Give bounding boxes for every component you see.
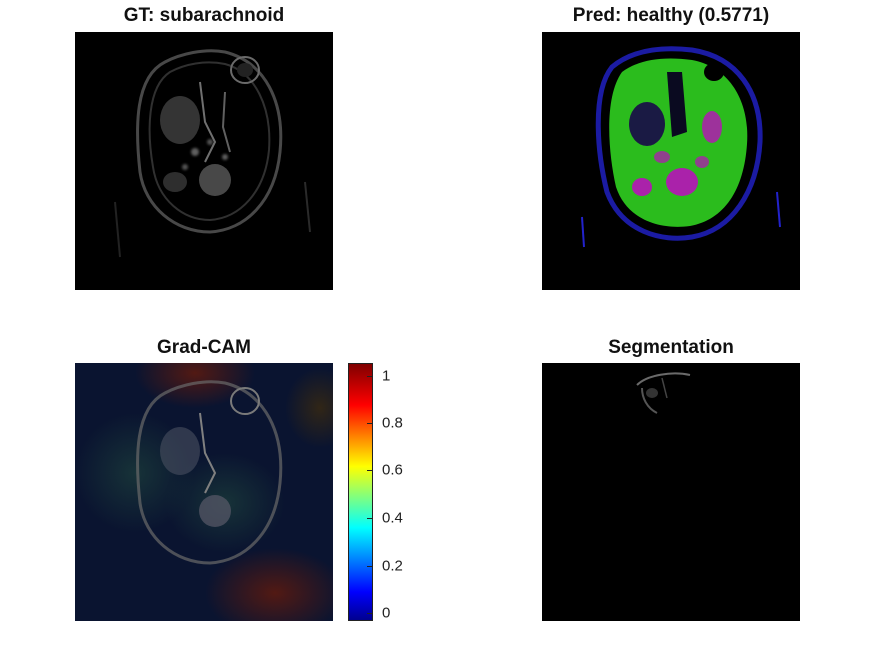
colorbar-tick-0.2: 0.2 bbox=[382, 557, 403, 575]
gradcam-colorbar bbox=[348, 363, 373, 621]
colorbar-tick-0.4: 0.4 bbox=[382, 509, 403, 527]
colorbar-tick-0.8: 0.8 bbox=[382, 414, 403, 432]
colorbar-tick-0.6: 0.6 bbox=[382, 461, 403, 479]
gt-title: GT: subarachnoid bbox=[123, 5, 285, 26]
pred-title: Pred: healthy (0.5771) bbox=[572, 5, 770, 26]
gt-ct-image bbox=[75, 32, 333, 290]
gradcam-title: Grad-CAM bbox=[157, 337, 251, 358]
colorbar-tick-0: 0 bbox=[382, 604, 391, 622]
gradcam-image bbox=[75, 363, 333, 621]
colorbar-tick-1: 1 bbox=[382, 367, 391, 385]
segmentation-title: Segmentation bbox=[608, 337, 734, 358]
segmentation-image bbox=[542, 363, 800, 621]
pred-segmentation-image bbox=[542, 32, 800, 290]
